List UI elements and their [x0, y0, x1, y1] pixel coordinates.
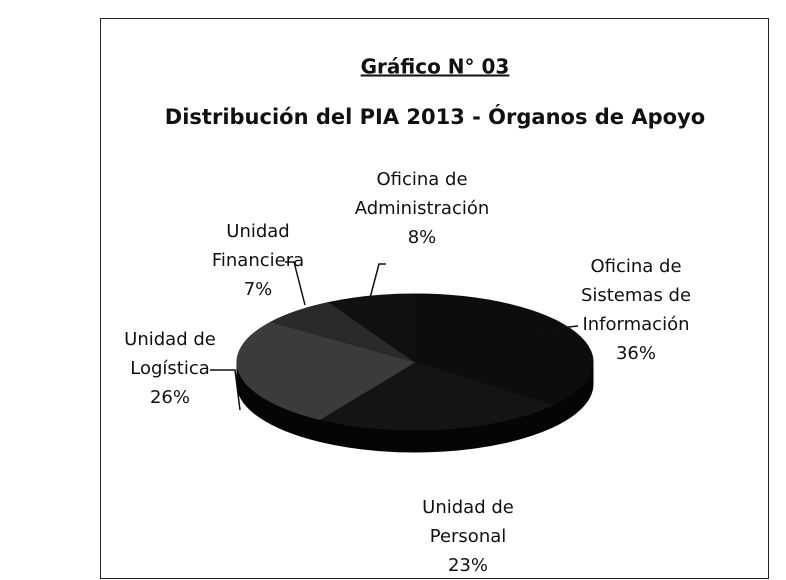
- leader-line: [285, 261, 306, 306]
- slice: [318, 361, 554, 431]
- leader-line: [369, 263, 386, 299]
- slice-value-label: 36%: [616, 343, 656, 364]
- slice-label: Unidad de Personal: [422, 497, 514, 547]
- leader-line: [539, 325, 579, 331]
- slice: [414, 293, 594, 406]
- slice-label: Unidad Financiera: [212, 221, 304, 271]
- pie: [236, 293, 594, 453]
- leader-line: [210, 369, 241, 411]
- slice-label: Unidad de Logística: [124, 329, 216, 379]
- slice-value-label: 7%: [244, 279, 273, 300]
- labels: Oficina de Sistemas de Información 36% Unida…: [124, 169, 691, 576]
- slice-label: Oficina de Sistemas de Información: [581, 256, 691, 335]
- chart-title: Gráfico N° 03: [361, 55, 510, 79]
- chart-subtitle: Distribución del PIA 2013 - Órganos de A…: [165, 104, 705, 129]
- slice-value-label: 23%: [448, 555, 488, 576]
- slice: [236, 321, 417, 420]
- slice-value-label: 8%: [408, 227, 437, 248]
- slice-value-label: 26%: [150, 387, 190, 408]
- slice-label: Oficina de Administración: [355, 169, 490, 219]
